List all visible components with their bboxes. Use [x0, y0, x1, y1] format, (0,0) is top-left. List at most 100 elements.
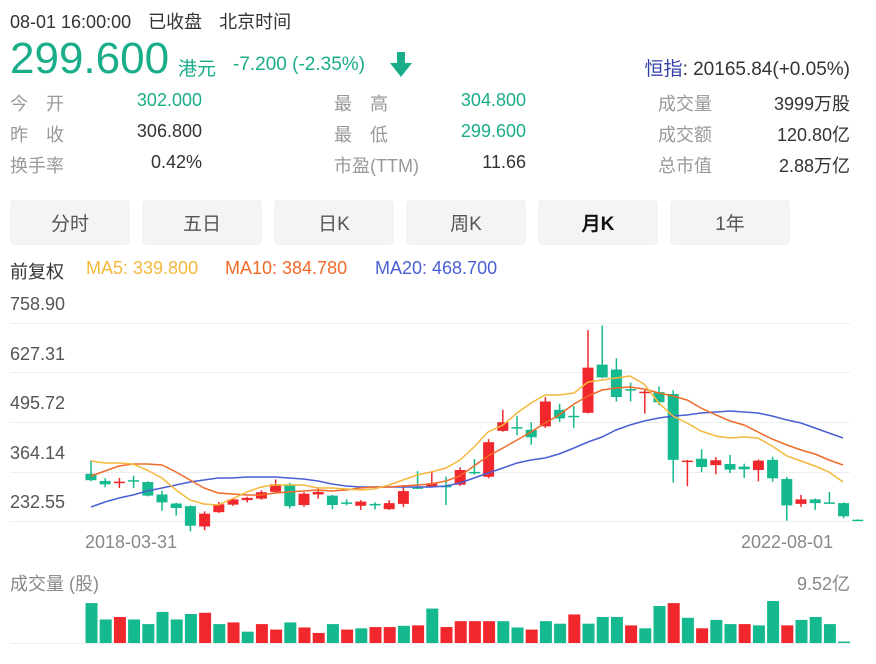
- volume-bar: [525, 629, 538, 643]
- grid-line: [10, 422, 850, 423]
- volume-bar: [497, 621, 510, 643]
- volume-bar: [667, 603, 680, 643]
- volume-bar: [554, 623, 567, 643]
- volume-baseline: [10, 643, 850, 644]
- volume-bar: [326, 624, 339, 643]
- volume-bar: [255, 624, 268, 643]
- volume-bar: [199, 612, 212, 643]
- volume-bar: [397, 625, 410, 643]
- candle-body: [326, 495, 338, 506]
- tab-monthly-k[interactable]: 月K: [538, 200, 658, 245]
- stat-label: 最 低: [334, 125, 388, 145]
- volume-bar: [341, 629, 354, 643]
- current-price: 299.600: [10, 34, 170, 83]
- candle-body: [610, 369, 622, 397]
- volume-bar: [681, 617, 694, 643]
- candle-body: [227, 499, 239, 505]
- volume-bar: [738, 624, 751, 643]
- x-axis-start: 2018-03-31: [85, 532, 178, 552]
- stat-label: 换手率: [10, 156, 64, 176]
- tab-weekly-k[interactable]: 周K: [406, 200, 526, 245]
- volume-bar: [724, 624, 737, 643]
- ma-line: [90, 410, 844, 508]
- candle-body: [667, 393, 679, 460]
- candle-body: [312, 491, 324, 495]
- volume-bar: [170, 619, 183, 643]
- adjust-mode[interactable]: 前复权: [10, 262, 64, 282]
- stat-label: 昨 收: [10, 125, 64, 145]
- ma5-value: MA5: 339.800: [86, 258, 199, 278]
- volume-bar: [539, 621, 552, 643]
- volume-bar: [113, 616, 126, 643]
- y-axis-label: 758.90: [10, 294, 66, 314]
- candle-body: [199, 513, 211, 527]
- volume-bar: [568, 614, 581, 643]
- y-axis-label: 232.55: [10, 492, 66, 512]
- candle-body: [213, 504, 225, 513]
- volume-max: 9.52亿: [796, 574, 850, 594]
- stat-label: 今 开: [10, 94, 64, 114]
- volume-title: 成交量 (股): [10, 574, 99, 594]
- stat-value: 306.800: [136, 121, 202, 141]
- candle-body: [241, 497, 253, 501]
- candle-body: [284, 484, 296, 507]
- volume-bar: [596, 616, 609, 643]
- tab-one-year[interactable]: 1年: [670, 200, 790, 245]
- volume-bar: [284, 622, 297, 643]
- candle-body: [113, 481, 125, 484]
- timezone-label: 北京时间: [219, 12, 292, 32]
- candle-body: [525, 429, 537, 438]
- candle-body: [852, 519, 864, 522]
- stat-value: 2.88万亿: [778, 156, 850, 176]
- tab-daily-k[interactable]: 日K: [274, 200, 394, 245]
- candle-body: [724, 463, 736, 470]
- stat-value: 0.42%: [150, 152, 202, 172]
- candle-body: [468, 471, 480, 474]
- market-status: 已收盘: [148, 12, 203, 32]
- candle-body: [781, 479, 793, 506]
- candle-body: [397, 491, 409, 504]
- tab-five-day[interactable]: 五日: [142, 200, 262, 245]
- candle-body: [170, 503, 182, 509]
- stat-value: 3999万股: [773, 94, 850, 114]
- index-label[interactable]: 恒指: [644, 59, 683, 80]
- volume-bar: [184, 614, 197, 643]
- x-axis-end: 2022-08-01: [741, 532, 834, 552]
- volume-bar: [142, 624, 155, 643]
- candle-body: [184, 506, 196, 526]
- candle-body: [341, 502, 353, 504]
- stat-value: 11.66: [482, 152, 526, 172]
- candle-body: [752, 460, 764, 471]
- candle-body: [497, 422, 509, 431]
- volume-bar: [298, 627, 311, 643]
- candle-body: [454, 470, 466, 485]
- candle-body: [568, 415, 580, 418]
- volume-bar: [213, 624, 226, 643]
- candle-body: [128, 480, 140, 482]
- hang-seng-index[interactable]: 恒指: 20165.84(+0.05%): [645, 54, 850, 81]
- currency-label: 港元: [178, 59, 217, 80]
- candle-body: [681, 460, 693, 463]
- candle-body: [298, 493, 310, 506]
- candle-body: [355, 501, 367, 506]
- candle-body: [270, 484, 282, 492]
- quote-datetime: 08-01 16:00:00: [10, 12, 132, 32]
- candle-body: [85, 473, 97, 481]
- volume-bar: [696, 628, 709, 643]
- volume-bar: [610, 616, 623, 643]
- candle-body: [795, 499, 807, 504]
- candle-body: [142, 482, 154, 496]
- quote-header-line: 08-01 16:00:00 已收盘 北京时间: [10, 8, 303, 34]
- tab-intraday[interactable]: 分时: [10, 200, 130, 245]
- candle-body: [156, 494, 168, 503]
- volume-bar: [511, 627, 524, 643]
- volume-bar: [838, 641, 851, 643]
- candle-body: [483, 442, 495, 477]
- candle-body: [738, 466, 750, 470]
- ma20-value: MA20: 468.700: [375, 258, 498, 278]
- candle-body: [511, 427, 523, 429]
- volume-bar: [809, 616, 822, 643]
- volume-bar: [241, 631, 254, 643]
- candle-body: [369, 503, 381, 506]
